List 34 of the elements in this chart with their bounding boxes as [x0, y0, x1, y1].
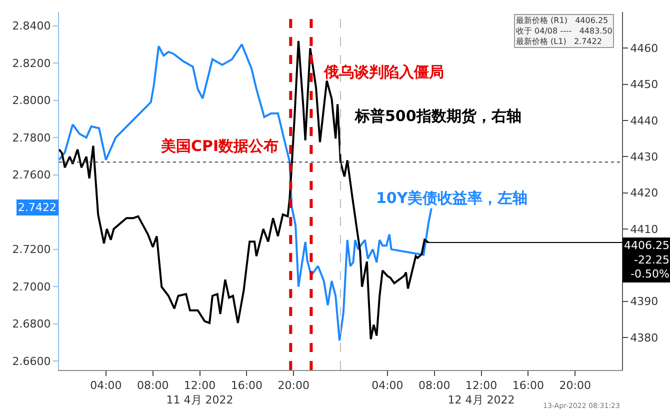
y2-tick-label: 4430 — [630, 150, 658, 164]
y-tick-label: 2.7200 — [12, 243, 51, 256]
x-tick-label: 04:00 — [372, 379, 404, 392]
y-tick-label: 2.6600 — [12, 354, 51, 368]
y-tick-label: 2.7600 — [12, 168, 51, 182]
annotation: 收于 04/08 ---- 4483.50 — [516, 26, 612, 36]
annotation: 最新价格 (L1) 2.7422 — [516, 36, 602, 46]
y2-tick-label: 4380 — [630, 331, 658, 344]
annotation: 2.7422 — [18, 201, 56, 214]
y2-tick-label: 4420 — [630, 186, 658, 200]
y2-tick-label: 4450 — [630, 78, 658, 92]
x-tick-label: 20:00 — [278, 379, 310, 392]
x-tick-label: 16:00 — [230, 379, 263, 392]
x-tick-label: 08:00 — [136, 379, 169, 392]
y-tick-label: 2.8200 — [12, 56, 51, 70]
x-tick-label: 16:00 — [512, 379, 544, 392]
ref-line-label: 4406.25 -22.25 -0.50% — [624, 239, 670, 281]
y-tick-label: 2.7000 — [12, 280, 51, 294]
y-tick-label: 2.8400 — [12, 20, 51, 33]
ref-line-label: 俄乌谈判陷入僵局 — [323, 63, 444, 81]
y-tick-label: 2.8000 — [12, 94, 51, 108]
annotation: 最新价格 (R1) 4406.25 — [516, 16, 608, 25]
series-label: 10Y美债收益率，左轴 — [376, 189, 528, 207]
y2-tick-label: 4410 — [630, 222, 658, 236]
x-tick-label: 20:00 — [559, 379, 591, 392]
y2-tick-label: 4440 — [630, 114, 658, 128]
y-tick-label: 2.6800 — [12, 318, 51, 331]
y2-tick-label: 4460 — [630, 42, 658, 56]
x-tick-label: 08:00 — [418, 379, 450, 392]
series-label: 标普500指数期货，右轴 — [354, 107, 522, 125]
ref-line-label: 美国CPI数据公布 — [160, 137, 279, 155]
x-tick-label: 04:00 — [90, 379, 122, 392]
y-tick-label: 2.7800 — [12, 131, 51, 144]
y2-tick-label: 4390 — [630, 295, 658, 308]
